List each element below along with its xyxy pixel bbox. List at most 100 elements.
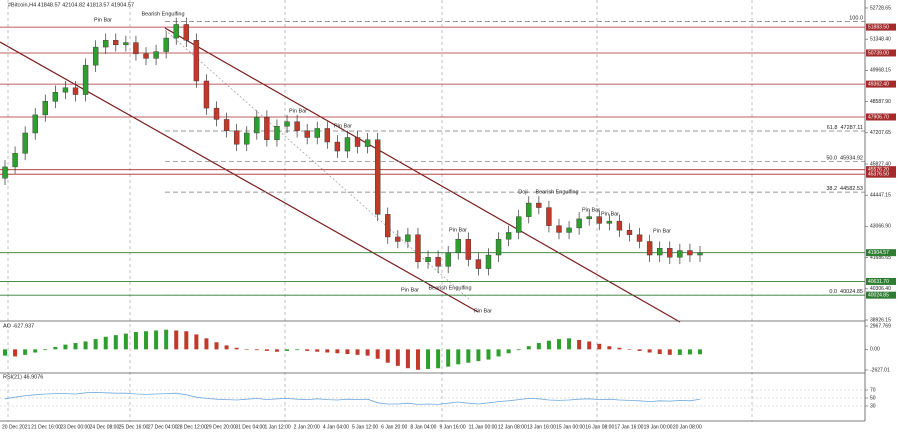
annotation: Pin Bar <box>449 227 467 233</box>
candle-body <box>374 139 381 215</box>
annotation: Bearish Engulfing <box>141 11 184 17</box>
fib-price: 44582.53 <box>840 187 863 193</box>
candle-body <box>153 51 159 59</box>
ao-bar <box>123 333 128 350</box>
ao-bar <box>556 339 561 350</box>
ao-bar <box>667 349 672 355</box>
candle-body <box>113 40 119 46</box>
level-box <box>866 23 896 31</box>
candle-body <box>616 220 623 231</box>
ao-bar <box>405 349 410 369</box>
ao-bar <box>395 349 400 366</box>
ao-bar <box>436 349 441 369</box>
level-label: 49362.40 <box>868 81 889 87</box>
candle-body <box>193 40 200 82</box>
candle-body <box>485 254 492 269</box>
y-tick-label: 2967.769 <box>870 323 891 329</box>
ao-bar <box>607 346 612 350</box>
x-tick-label: 31 Dec 04:00 <box>235 424 265 430</box>
ao-bar <box>133 332 138 350</box>
fib-label: 100.0 <box>849 16 863 22</box>
ao-bar <box>113 335 118 350</box>
rsi-line <box>4 391 701 405</box>
ao-bar <box>476 349 481 362</box>
candle-body <box>123 42 129 46</box>
candle-body <box>606 220 613 224</box>
ao-bar <box>13 349 18 357</box>
candle-body <box>334 141 341 152</box>
fib-price: 47287.11 <box>840 125 863 131</box>
ao-bar <box>305 349 310 351</box>
ao-bar <box>224 345 229 350</box>
level-label: 40024.85 <box>868 292 889 298</box>
x-tick-label: 4 Jan 04:00 <box>323 424 349 430</box>
level-label: 41904.57 <box>868 250 889 256</box>
price-axis: 52728.65 51348.40 49968.15 48587.90 47207.65… <box>865 5 891 409</box>
fib-level: 61.8 <box>827 125 838 131</box>
y-tick-label: 30 <box>870 403 876 409</box>
level-box <box>866 166 896 174</box>
candle-body <box>425 257 431 263</box>
ao-bar <box>295 349 300 351</box>
chart-title: #Bitcoin,H4 41848.57 42104.82 41813.57 4… <box>8 2 134 8</box>
panel-borders <box>0 0 866 422</box>
level-label: 45376.50 <box>868 172 889 178</box>
candle-body <box>677 250 683 258</box>
candle-body <box>244 132 250 145</box>
ao-bar <box>164 329 169 350</box>
candle-body <box>546 207 552 226</box>
x-tick-label: 5 Jan 12:00 <box>352 424 378 430</box>
candle-body <box>274 125 280 140</box>
ao-bar <box>335 349 340 354</box>
fib-price: 45934.92 <box>840 156 863 162</box>
candle-body <box>505 232 512 240</box>
level-box <box>866 249 896 257</box>
candle-body <box>304 130 310 138</box>
ao-bar <box>577 339 582 350</box>
ao-bar <box>345 349 350 355</box>
ao-bar <box>83 341 88 350</box>
level-box <box>866 291 896 299</box>
fib-level: 50.0 <box>826 156 837 162</box>
ao-bar <box>274 349 279 352</box>
candle-body <box>294 121 300 131</box>
candle-body <box>455 239 461 253</box>
ao-bar <box>214 342 219 350</box>
candle-body <box>586 216 592 220</box>
level-box <box>866 170 896 178</box>
vertical-grid <box>7 0 753 422</box>
candle-body <box>354 137 361 147</box>
x-tick-label: 27 Dec 04:00 <box>148 424 178 430</box>
fib-level: 0.0 <box>829 290 837 296</box>
y-tick-label: -2627.01 <box>870 367 890 373</box>
x-tick-label: 8 Jan 04:00 <box>410 424 436 430</box>
candle-body <box>445 252 451 267</box>
ao-bar <box>677 349 682 355</box>
ao-bar <box>647 349 652 353</box>
fib-label: 0.0 40024.85 <box>829 290 863 296</box>
candle-body <box>183 24 190 41</box>
level-box <box>866 49 896 57</box>
candle-body <box>636 234 643 242</box>
candle-body <box>385 214 391 238</box>
candle-body <box>22 132 28 154</box>
candle-body <box>475 259 482 269</box>
fib-label: 61.8 47287.11 <box>827 125 863 131</box>
ao-bar <box>415 349 420 370</box>
candle-body <box>556 225 562 233</box>
ao-bar <box>23 349 28 355</box>
x-tick-label: 23 Dec 00:00 <box>60 424 90 430</box>
candle-body <box>143 53 149 59</box>
level-box <box>866 113 896 121</box>
candle-body <box>566 227 572 233</box>
annotation: Pin Bar <box>582 207 600 213</box>
x-tick-label: 20 Dec 2021 <box>2 424 31 430</box>
candle-body <box>646 241 653 256</box>
ao-bar <box>285 349 290 351</box>
annotation: Bearish Engulfing <box>535 189 578 195</box>
ao-bar <box>687 349 692 355</box>
fib-level: 38.2 <box>826 187 837 193</box>
candle-body <box>163 37 169 52</box>
candle-body <box>2 166 8 179</box>
candle-body <box>223 119 230 131</box>
